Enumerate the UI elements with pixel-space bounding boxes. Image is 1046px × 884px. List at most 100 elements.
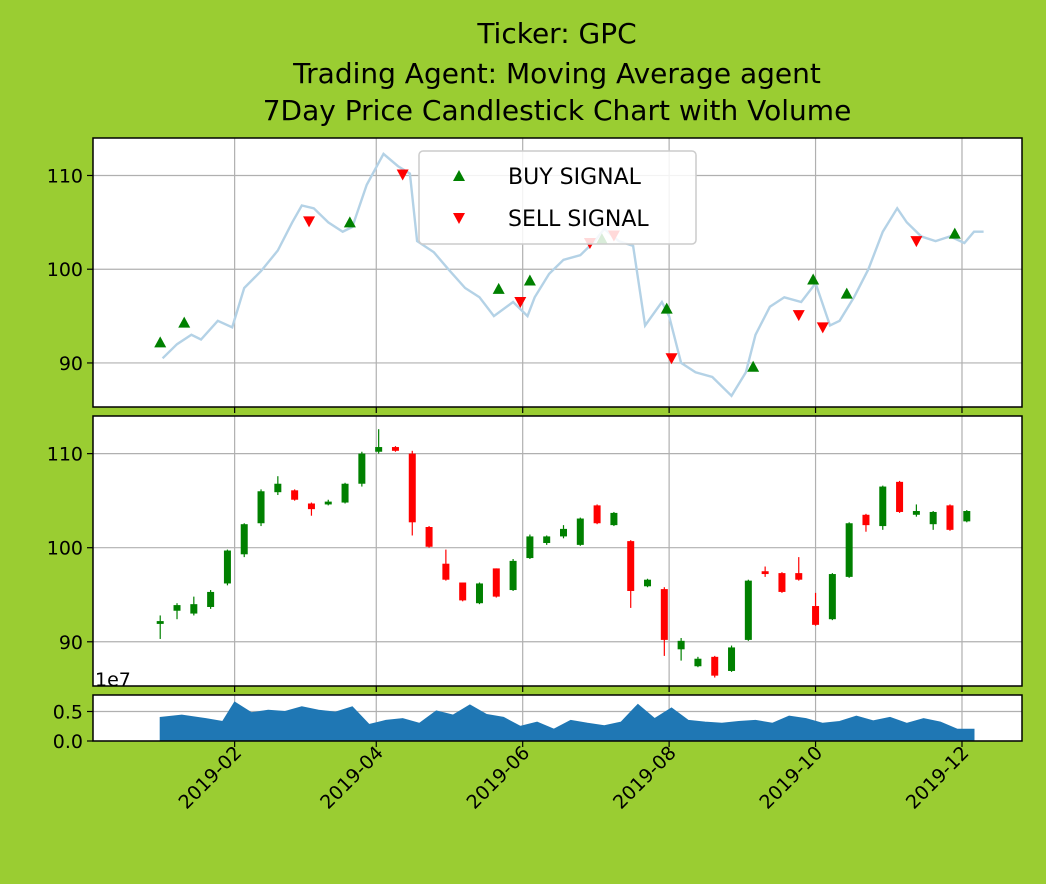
- title-line-3: 7Day Price Candlestick Chart with Volume: [263, 94, 852, 127]
- title-line-1: Ticker: GPC: [476, 17, 636, 50]
- candle-body: [576, 518, 584, 545]
- legend-sell-label: SELL SIGNAL: [508, 207, 649, 232]
- price-panel-border: [92, 137, 1023, 408]
- volume-area: [159, 701, 975, 742]
- price-line: [161, 152, 984, 398]
- candle-body: [879, 486, 887, 527]
- candle-body: [728, 647, 736, 671]
- candle-body: [173, 605, 181, 611]
- y-tick-label: 100: [47, 259, 83, 281]
- candle-panel-frame: [93, 416, 1022, 686]
- candle-body: [644, 579, 652, 587]
- volume-exponent-label: 1e7: [95, 669, 131, 691]
- candle-body: [408, 453, 416, 523]
- candle-body: [543, 536, 551, 544]
- chart-title: Ticker: GPC Trading Agent: Moving Averag…: [263, 17, 852, 127]
- y-tick-label: 110: [47, 444, 83, 466]
- title-line-2: Trading Agent: Moving Average agent: [292, 57, 821, 90]
- candle-body: [375, 447, 383, 452]
- buy-signal-marker: [178, 316, 191, 328]
- candle-body: [492, 568, 500, 597]
- candle-body: [660, 589, 668, 640]
- candle-body: [207, 591, 215, 607]
- sell-signal-marker: [792, 310, 805, 322]
- candle-body: [240, 524, 248, 555]
- candle-body: [425, 527, 433, 547]
- candle-body: [274, 483, 282, 493]
- candle-body: [744, 580, 752, 640]
- candle-body: [862, 514, 870, 526]
- candle-body: [929, 511, 937, 525]
- sell-signal-marker: [303, 216, 316, 228]
- candle-body: [291, 490, 299, 500]
- candle-body: [223, 550, 231, 584]
- candle-body: [694, 658, 702, 667]
- candle-body: [341, 483, 349, 503]
- x-tick-label: 2019-04: [316, 742, 388, 814]
- candle-body: [526, 536, 534, 559]
- candle-panel-border: [92, 415, 1023, 687]
- buy-signal-marker: [343, 216, 356, 228]
- x-tick-label: 2019-12: [902, 742, 974, 814]
- candle-body: [912, 511, 920, 515]
- candle-panel: [156, 429, 971, 678]
- candle-body: [324, 501, 332, 505]
- legend: BUY SIGNAL SELL SIGNAL: [418, 150, 697, 245]
- candle-body: [560, 528, 568, 537]
- legend-buy-label: BUY SIGNAL: [508, 165, 642, 190]
- candle-body: [795, 573, 803, 580]
- sell-signal-marker: [910, 236, 923, 248]
- candle-body: [257, 491, 265, 524]
- candle-body: [593, 505, 601, 524]
- candle-body: [190, 604, 198, 614]
- candle-body: [475, 583, 483, 604]
- buy-signal-marker: [523, 274, 536, 286]
- candle-body: [627, 541, 635, 591]
- x-tick-label: 2019-02: [174, 742, 246, 814]
- candle-body: [812, 606, 820, 625]
- volume-panel-border: [92, 694, 1023, 742]
- y-tick-label: 90: [59, 632, 83, 654]
- candle-body: [391, 447, 399, 451]
- y-tick-label: 90: [59, 353, 83, 375]
- candle-body: [156, 621, 164, 624]
- x-tick-label: 2019-08: [609, 742, 681, 814]
- candle-body: [963, 511, 971, 522]
- legend-box: [418, 150, 697, 245]
- sell-signal-marker: [665, 353, 678, 365]
- candle-body: [677, 640, 685, 650]
- x-tick-label: 2019-06: [463, 742, 535, 814]
- volume-y-tick-label: 0.0: [53, 731, 83, 753]
- y-tick-label: 100: [47, 538, 83, 560]
- x-tick-label: 2019-10: [755, 742, 827, 814]
- candle-body: [946, 505, 954, 530]
- volume-panel: [159, 701, 975, 742]
- candle-body: [828, 574, 836, 620]
- candle-body: [442, 563, 450, 580]
- buy-signal-marker: [948, 227, 961, 239]
- legend-sell-marker: [453, 213, 465, 224]
- buy-signal-marker: [154, 336, 167, 348]
- buy-signal-marker: [660, 302, 673, 314]
- candle-body: [509, 560, 517, 591]
- buy-signal-marker: [807, 273, 820, 285]
- candle-body: [307, 503, 315, 510]
- candle-body: [459, 582, 467, 601]
- sell-signal-marker: [514, 297, 527, 309]
- candle-body: [711, 656, 719, 676]
- candle-body: [610, 512, 618, 526]
- buy-signal-marker: [840, 287, 853, 299]
- buy-signal-marker: [747, 360, 760, 372]
- volume-y-tick-label: 0.5: [53, 702, 83, 724]
- candle-body: [761, 571, 769, 575]
- legend-buy-marker: [453, 170, 465, 181]
- sell-signal-marker: [396, 169, 409, 181]
- buy-signal-marker: [492, 282, 505, 294]
- sell-signal-marker: [816, 322, 829, 334]
- candle-body: [896, 481, 904, 512]
- candle-body: [845, 523, 853, 577]
- candle-body: [778, 573, 786, 592]
- y-tick-label: 110: [47, 165, 83, 187]
- candle-body: [358, 453, 366, 484]
